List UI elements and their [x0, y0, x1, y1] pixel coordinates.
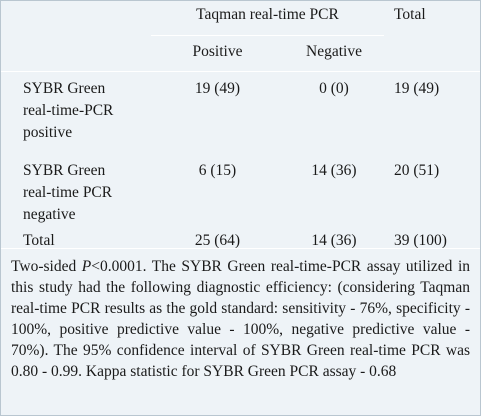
- total-column-header: Total: [394, 6, 426, 23]
- p-value: <0.0001.: [91, 258, 147, 275]
- row-label: Total: [1, 226, 151, 259]
- footnote-text: The SYBR Green real-time-PCR assay utili…: [11, 258, 470, 380]
- row-label-line: SYBR Green: [23, 162, 106, 179]
- p-symbol: P: [81, 258, 92, 275]
- taqman-group-header: Taqman real-time PCR: [151, 1, 384, 36]
- cell-negative: 0 (0): [319, 80, 349, 97]
- cell-total: 20 (51): [394, 162, 440, 179]
- cell-positive: 25 (64): [194, 232, 241, 249]
- row-label: SYBR Green real-time PCR negative: [1, 153, 151, 226]
- header-row-sub: Positive Negative: [1, 36, 480, 72]
- results-table: Taqman real-time PCR Total Positive Nega…: [1, 1, 480, 259]
- negative-column-header: Negative: [306, 43, 362, 60]
- positive-column-header: Positive: [192, 43, 243, 60]
- cell-negative: 14 (36): [311, 162, 357, 179]
- row-label-line: real-time-PCR: [23, 102, 114, 119]
- footnote-prefix: Two-sided: [11, 258, 82, 275]
- table-row: SYBR Green real-time PCR negative 6 (15)…: [1, 153, 480, 226]
- row-label: SYBR Green real-time-PCR positive: [1, 72, 151, 154]
- cell-positive: 6 (15): [198, 162, 237, 179]
- cell-negative: 14 (36): [311, 232, 357, 249]
- table-footnote: Two-sided P<0.0001. The SYBR Green real-…: [1, 248, 480, 382]
- table-row: SYBR Green real-time-PCR positive 19 (49…: [1, 72, 480, 154]
- cell-total: 19 (49): [394, 80, 440, 97]
- table-row-total: Total 25 (64) 14 (36) 39 (100): [1, 226, 480, 259]
- row-label-line: Total: [23, 232, 55, 249]
- header-row-group: Taqman real-time PCR Total: [1, 1, 480, 36]
- cell-positive: 19 (49): [194, 80, 241, 97]
- row-label-line: positive: [23, 124, 73, 141]
- corner-cell: [1, 1, 151, 36]
- row-label-line: real-time PCR: [23, 184, 113, 201]
- cell-total: 39 (100): [394, 232, 447, 249]
- row-label-line: negative: [23, 206, 76, 223]
- row-label-line: SYBR Green: [23, 80, 106, 97]
